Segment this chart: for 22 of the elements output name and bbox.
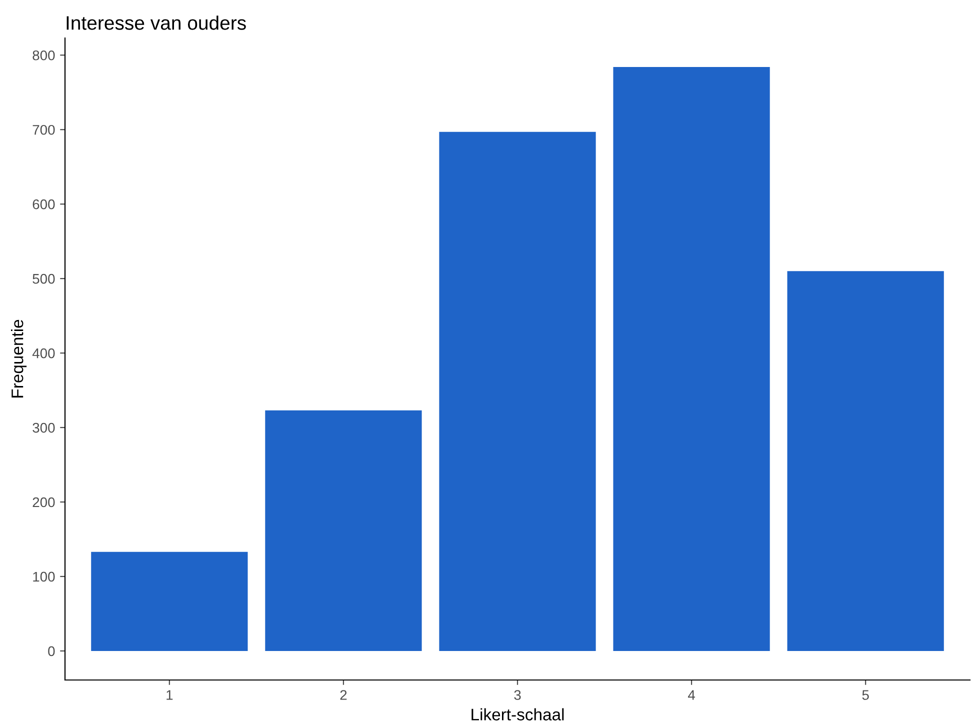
y-tick-label: 500: [32, 274, 55, 284]
y-tick-label: 700: [32, 124, 55, 135]
y-tick-label: 600: [32, 199, 55, 210]
bar: [439, 132, 596, 651]
x-axis-title: Likert-schaal: [472, 708, 564, 720]
y-tick-label: 100: [33, 572, 55, 582]
y-tick-label: 200: [32, 497, 55, 508]
y-tick-label: 0: [48, 646, 55, 656]
y-tick-label: 400: [32, 348, 55, 358]
x-tick-label: 4: [688, 690, 695, 700]
chart-title: Interesse van ouders: [66, 16, 246, 30]
bar: [265, 410, 422, 651]
y-axis-title: Frequentie: [11, 320, 27, 398]
x-tick-label: 3: [514, 690, 521, 700]
x-tick-label: 1: [166, 690, 173, 700]
x-tick-label: 5: [862, 690, 869, 700]
x-tick-label: 2: [340, 690, 347, 700]
bar: [787, 271, 944, 651]
bar: [91, 552, 248, 651]
y-tick-label: 300: [32, 422, 55, 433]
bar: [613, 67, 770, 651]
y-tick-label: 800: [32, 50, 55, 60]
